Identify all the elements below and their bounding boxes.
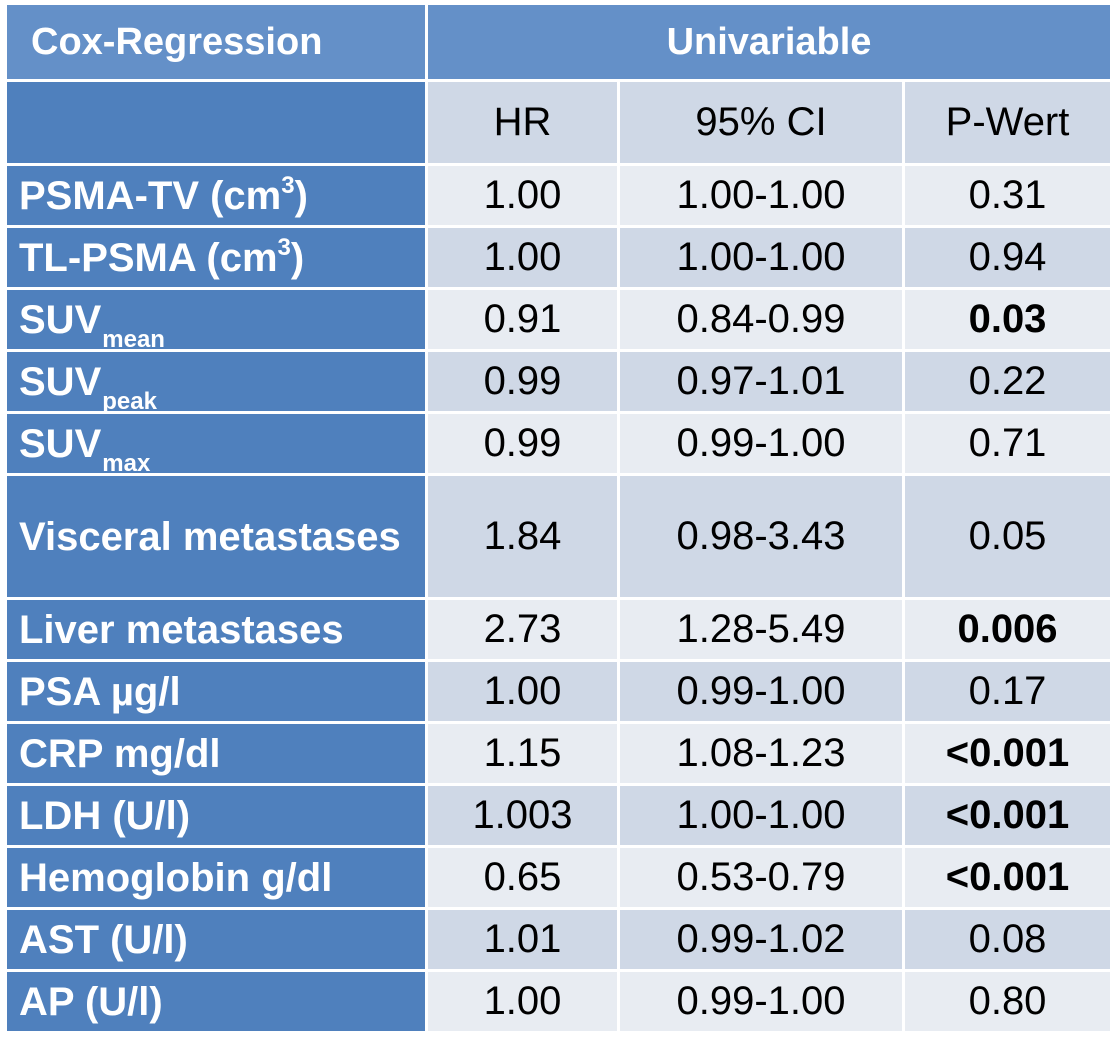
row-label: PSMA-TV (cm3): [4, 163, 428, 228]
hr-cell: 0.99: [425, 411, 620, 476]
row-label: CRP mg/dl: [4, 721, 428, 786]
table-row: CRP mg/dl 1.15 1.08-1.23 <0.001: [4, 721, 1112, 786]
ci-cell: 0.97-1.01: [617, 349, 905, 414]
table-row: PSMA-TV (cm3) 1.00 1.00-1.00 0.31: [4, 163, 1112, 228]
hr-cell: 1.00: [425, 163, 620, 228]
table-row: AP (U/l) 1.00 0.99-1.00 0.80: [4, 969, 1112, 1034]
hr-cell: 1.00: [425, 969, 620, 1034]
row-label: AST (U/l): [4, 907, 428, 972]
column-header-ci: 95% CI: [617, 79, 905, 166]
table-row: SUVpeak 0.99 0.97-1.01 0.22: [4, 349, 1112, 414]
p-cell: <0.001: [901, 783, 1112, 848]
table-row: TL-PSMA (cm3) 1.00 1.00-1.00 0.94: [4, 225, 1112, 290]
hr-cell: 0.99: [425, 349, 620, 414]
hr-cell: 1.84: [425, 473, 620, 600]
p-cell: 0.03: [901, 287, 1112, 352]
row-label: TL-PSMA (cm3): [4, 225, 428, 290]
p-cell: 0.31: [901, 163, 1112, 228]
ci-cell: 0.99-1.00: [617, 659, 905, 724]
hr-cell: 0.65: [425, 845, 620, 910]
hr-cell: 1.00: [425, 659, 620, 724]
row-label: LDH (U/l): [4, 783, 428, 848]
hr-cell: 1.003: [425, 783, 620, 848]
table-row: AST (U/l) 1.01 0.99-1.02 0.08: [4, 907, 1112, 972]
ci-cell: 0.84-0.99: [617, 287, 905, 352]
empty-header-cell: [4, 79, 428, 166]
row-label: SUVmax: [4, 411, 428, 476]
header-row: Cox-Regression Univariable: [4, 2, 1112, 82]
ci-cell: 1.00-1.00: [617, 783, 905, 848]
table-row: SUVmean 0.91 0.84-0.99 0.03: [4, 287, 1112, 352]
table-row: SUVmax 0.99 0.99-1.00 0.71: [4, 411, 1112, 476]
hr-cell: 2.73: [425, 597, 620, 662]
table-row: Hemoglobin g/dl 0.65 0.53-0.79 <0.001: [4, 845, 1112, 910]
table-row: PSA µg/l 1.00 0.99-1.00 0.17: [4, 659, 1112, 724]
hr-cell: 1.15: [425, 721, 620, 786]
table-row: Visceral metastases 1.84 0.98-3.43 0.05: [4, 473, 1112, 600]
p-cell: 0.17: [901, 659, 1112, 724]
p-cell: 0.08: [901, 907, 1112, 972]
p-cell: 0.006: [901, 597, 1112, 662]
p-cell: 0.80: [901, 969, 1112, 1034]
group-title: Univariable: [424, 2, 1112, 82]
row-label: PSA µg/l: [4, 659, 428, 724]
row-label: Hemoglobin g/dl: [4, 845, 428, 910]
p-cell: 0.71: [901, 411, 1112, 476]
p-cell: <0.001: [901, 721, 1112, 786]
p-cell: 0.94: [901, 225, 1112, 290]
ci-cell: 0.99-1.00: [617, 969, 905, 1034]
p-cell: 0.05: [901, 473, 1112, 600]
ci-cell: 0.99-1.02: [617, 907, 905, 972]
p-cell: 0.22: [901, 349, 1112, 414]
ci-cell: 1.08-1.23: [617, 721, 905, 786]
table-row: Liver metastases 2.73 1.28-5.49 0.006: [4, 597, 1112, 662]
hr-cell: 0.91: [425, 287, 620, 352]
ci-cell: 1.00-1.00: [617, 163, 905, 228]
row-label: SUVpeak: [4, 349, 428, 414]
ci-cell: 1.28-5.49: [617, 597, 905, 662]
row-label: SUVmean: [4, 287, 428, 352]
ci-cell: 0.99-1.00: [617, 411, 905, 476]
ci-cell: 0.98-3.43: [617, 473, 905, 600]
ci-cell: 0.53-0.79: [617, 845, 905, 910]
column-header-p: P-Wert: [901, 79, 1112, 166]
column-header-row: HR 95% CI P-Wert: [4, 79, 1112, 166]
column-header-hr: HR: [425, 79, 620, 166]
table-title: Cox-Regression: [4, 2, 428, 82]
row-label: Liver metastases: [4, 597, 428, 662]
table-row: LDH (U/l) 1.003 1.00-1.00 <0.001: [4, 783, 1112, 848]
ci-cell: 1.00-1.00: [617, 225, 905, 290]
p-cell: <0.001: [901, 845, 1112, 910]
row-label: Visceral metastases: [4, 473, 428, 600]
hr-cell: 1.00: [425, 225, 620, 290]
row-label: AP (U/l): [4, 969, 428, 1034]
cox-regression-table: Cox-Regression Univariable HR 95% CI P-W…: [4, 2, 1112, 1034]
hr-cell: 1.01: [425, 907, 620, 972]
